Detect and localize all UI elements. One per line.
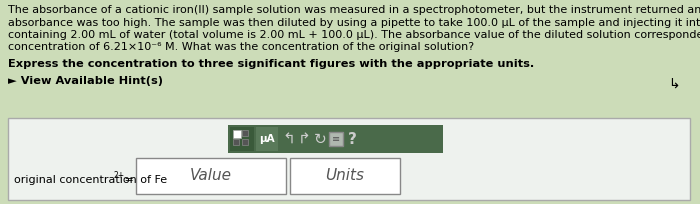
Text: ↻: ↻ (314, 132, 327, 146)
Text: ► View Available Hint(s): ► View Available Hint(s) (8, 75, 163, 85)
Text: The absorbance of a cationic iron(II) sample solution was measured in a spectrop: The absorbance of a cationic iron(II) sa… (8, 5, 700, 15)
Text: Value: Value (190, 169, 232, 184)
Bar (242, 130, 248, 136)
Bar (233, 139, 239, 145)
Bar (136, 158, 286, 194)
Text: ≡: ≡ (332, 134, 340, 144)
Text: ?: ? (348, 132, 357, 146)
Text: concentration of 6.21×10⁻⁶ M. What was the concentration of the original solutio: concentration of 6.21×10⁻⁶ M. What was t… (8, 42, 474, 52)
Text: μA: μA (259, 134, 275, 144)
Text: Express the concentration to three significant figures with the appropriate unit: Express the concentration to three signi… (8, 59, 534, 69)
Text: containing 2.00 mL of water (total volume is 2.00 mL + 100.0 μL). The absorbance: containing 2.00 mL of water (total volum… (8, 30, 700, 40)
Bar (233, 130, 241, 138)
Text: ↰: ↰ (282, 132, 295, 146)
Text: original concentration of Fe: original concentration of Fe (14, 175, 167, 185)
Bar (290, 158, 400, 194)
Bar (230, 127, 254, 151)
Bar (228, 125, 443, 153)
Text: ↱: ↱ (298, 132, 311, 146)
Text: Units: Units (326, 169, 365, 184)
Bar (242, 139, 248, 145)
FancyBboxPatch shape (8, 118, 690, 200)
Text: ↳: ↳ (668, 78, 680, 92)
Text: =: = (121, 175, 134, 185)
Text: 2+: 2+ (114, 172, 125, 181)
Bar (256, 127, 278, 151)
Bar (329, 132, 343, 146)
Text: absorbance was too high. The sample was then diluted by using a pipette to take : absorbance was too high. The sample was … (8, 18, 700, 28)
